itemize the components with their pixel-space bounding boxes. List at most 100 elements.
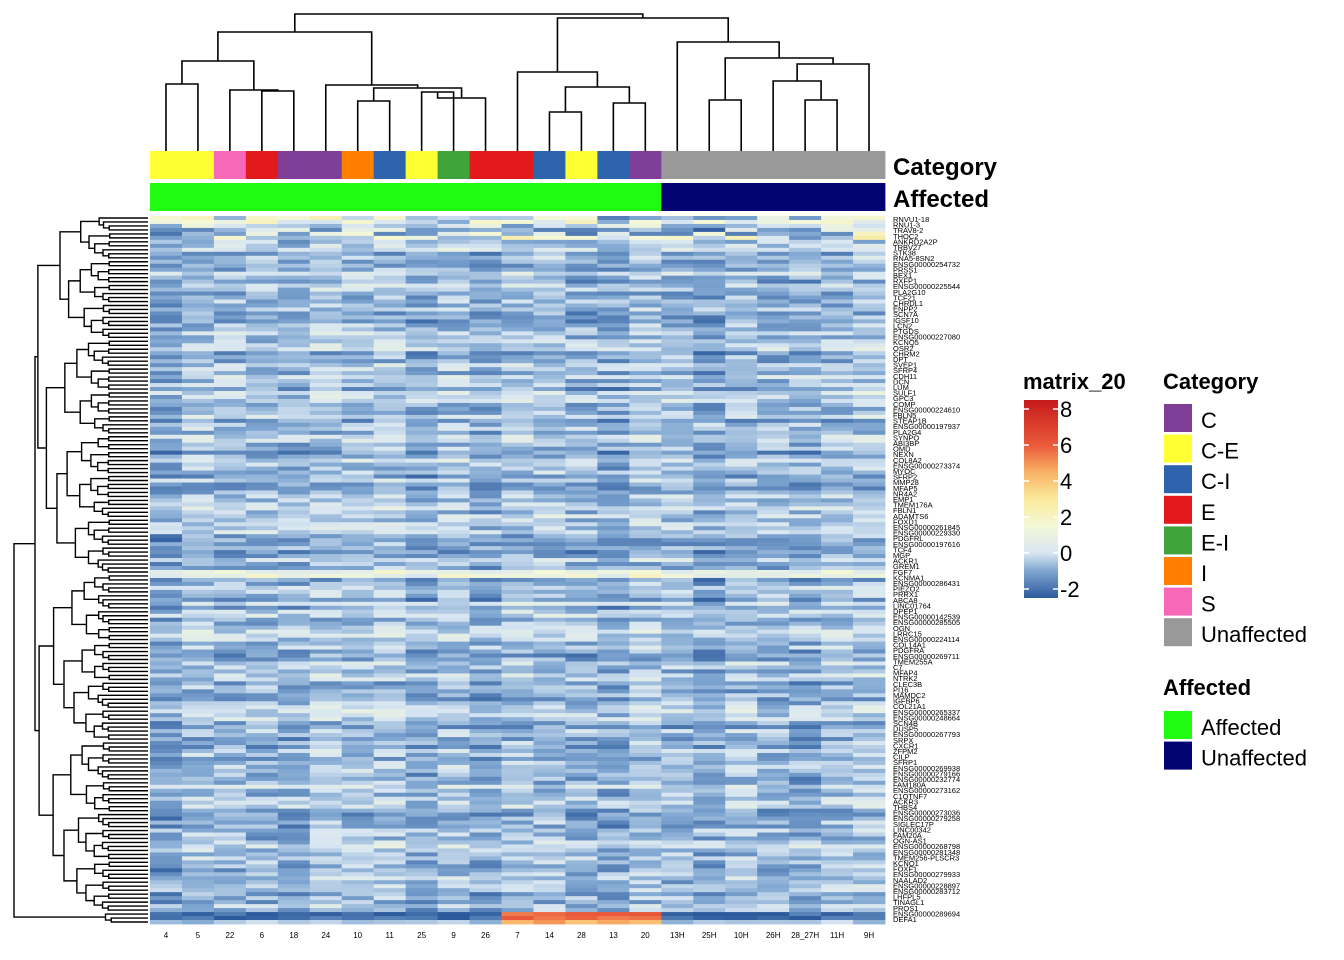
heatmap-cell: [629, 570, 662, 575]
heatmap-cell: [693, 705, 726, 710]
heatmap-cell: [565, 613, 598, 619]
heatmap-cell: [309, 478, 343, 483]
heatmap-cell: [309, 645, 343, 650]
dendrogram-link: [102, 869, 148, 877]
heatmap-cell: [693, 426, 726, 432]
heatmap-cell: [341, 772, 375, 778]
column-label: 4: [164, 931, 169, 940]
heatmap-cell: [181, 593, 215, 599]
row-label: ACKR3: [893, 797, 918, 806]
heatmap-cell: [469, 697, 502, 702]
heatmap-cell: [181, 339, 215, 344]
heatmap-cell: [181, 585, 215, 591]
heatmap-cell: [437, 597, 470, 603]
heatmap-cell: [437, 466, 470, 471]
dendrogram-link: [108, 833, 148, 840]
heatmap-cell: [789, 458, 822, 464]
heatmap-cell: [405, 239, 439, 245]
heatmap-cell: [757, 263, 790, 269]
heatmap-cell: [821, 868, 854, 873]
row-label: DPT: [893, 355, 908, 364]
heatmap-cell: [213, 840, 247, 845]
heatmap-cell: [373, 267, 407, 273]
heatmap-cell: [437, 422, 470, 428]
heatmap-cell: [725, 824, 758, 829]
heatmap-cell: [373, 502, 407, 507]
heatmap-cell: [757, 908, 790, 913]
category-annotation-cell: [213, 151, 247, 179]
heatmap-cell: [341, 267, 375, 273]
heatmap-cell: [565, 609, 598, 615]
dendrogram-link: [108, 805, 148, 812]
heatmap-cell: [629, 669, 662, 674]
heatmap-cell: [309, 621, 343, 627]
heatmap-cell: [725, 748, 758, 754]
heatmap-cell: [405, 243, 439, 249]
heatmap-cell: [821, 609, 854, 615]
heatmap-cell: [821, 745, 854, 750]
heatmap-cell: [533, 335, 566, 340]
heatmap-cell: [661, 450, 694, 456]
heatmap-cell: [693, 816, 726, 821]
heatmap-cell: [309, 613, 343, 619]
heatmap-cell: [725, 609, 758, 615]
heatmap-cell: [853, 546, 886, 551]
heatmap-cell: [565, 283, 598, 288]
heatmap-cell: [661, 514, 694, 519]
heatmap-cell: [405, 701, 439, 706]
heatmap-cell: [565, 291, 598, 296]
heatmap-cell: [533, 402, 566, 408]
heatmap-cell: [853, 216, 886, 221]
heatmap-cell: [661, 255, 694, 261]
heatmap-cell: [501, 267, 534, 273]
heatmap-cell: [213, 669, 247, 674]
heatmap-cell: [341, 550, 375, 555]
heatmap-cell: [469, 554, 502, 559]
heatmap-cell: [309, 768, 343, 774]
heatmap-cell: [725, 585, 758, 591]
heatmap-cell: [213, 709, 247, 714]
heatmap-cell: [789, 920, 822, 925]
category-legend-title: Category: [1163, 369, 1259, 394]
affected-annotation-cell: [757, 183, 790, 211]
heatmap-cell: [597, 788, 630, 794]
heatmap-cell: [437, 502, 470, 507]
heatmap-cell: [277, 319, 311, 324]
heatmap-cell: [277, 788, 311, 794]
heatmap-cell: [661, 808, 694, 814]
heatmap-cell: [309, 351, 343, 356]
heatmap-cell: [373, 752, 407, 758]
heatmap-cell: [597, 657, 630, 662]
heatmap-cell: [725, 637, 758, 642]
heatmap-cell: [213, 219, 247, 225]
affected-annotation-label: Affected: [893, 186, 989, 213]
row-label: OMD: [893, 445, 911, 454]
heatmap-cell: [150, 303, 183, 308]
heatmap-cell: [405, 426, 439, 432]
heatmap-cell: [181, 721, 215, 726]
heatmap-cell: [725, 820, 758, 825]
heatmap-cell: [277, 494, 311, 499]
heatmap-cell: [597, 558, 630, 563]
heatmap-cell: [437, 327, 470, 332]
heatmap-cell: [437, 498, 470, 503]
heatmap-cell: [150, 836, 183, 841]
heatmap-cell: [309, 227, 343, 233]
heatmap-cell: [181, 693, 215, 698]
heatmap-cell: [597, 462, 630, 467]
heatmap-cell: [821, 414, 854, 420]
heatmap-cell: [373, 319, 407, 324]
heatmap-cell: [245, 737, 279, 742]
heatmap-cell: [853, 562, 886, 567]
heatmap-cell: [533, 896, 566, 901]
row-label: MGP: [893, 551, 910, 560]
heatmap-cell: [405, 522, 439, 527]
heatmap-cell: [597, 494, 630, 499]
heatmap-cell: [661, 490, 694, 495]
heatmap-cell: [213, 323, 247, 328]
heatmap-cell: [789, 593, 822, 599]
heatmap-cell: [853, 816, 886, 821]
heatmap-cell: [213, 239, 247, 245]
heatmap-cell: [277, 283, 311, 288]
heatmap-cell: [565, 748, 598, 754]
